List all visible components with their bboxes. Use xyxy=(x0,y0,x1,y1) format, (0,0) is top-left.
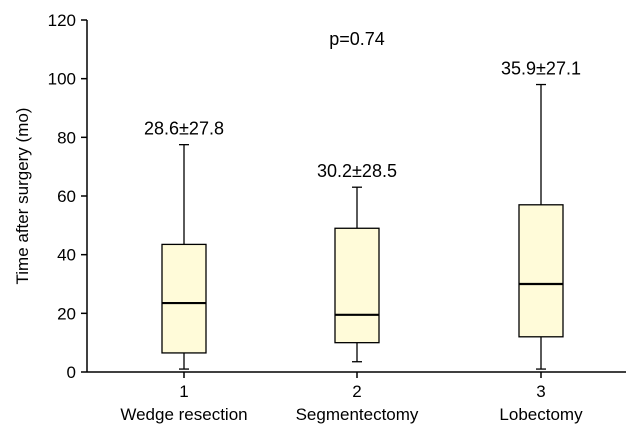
p-value-annotation: p=0.74 xyxy=(329,29,385,49)
x-tick-label: 3 xyxy=(536,382,545,401)
box-group: 30.2±28.5 xyxy=(317,161,397,363)
category-label: Wedge resection xyxy=(120,405,247,424)
x-ticks: 1 Wedge resection 2 Segmentectomy 3 Lobectomy xyxy=(120,372,583,424)
box-group: 28.6±27.8 xyxy=(144,119,224,370)
iqr-box xyxy=(518,204,564,338)
y-tick-label: 40 xyxy=(57,246,76,265)
x-tick-label: 1 xyxy=(179,382,188,401)
y-tick-label: 60 xyxy=(57,187,76,206)
category-label: Segmentectomy xyxy=(296,405,419,424)
mean-sd-label: 28.6±27.8 xyxy=(144,119,224,139)
iqr-box xyxy=(161,243,207,354)
iqr-box xyxy=(334,227,380,344)
y-tick-label: 120 xyxy=(48,11,76,30)
x-tick-label: 2 xyxy=(352,382,361,401)
y-axis-label: Time after surgery (mo) xyxy=(13,108,32,285)
y-tick-label: 20 xyxy=(57,304,76,323)
y-tick-label: 80 xyxy=(57,128,76,147)
category-label: Lobectomy xyxy=(499,405,583,424)
y-ticks: 0 20 40 60 80 100 120 xyxy=(48,11,87,382)
y-tick-label: 0 xyxy=(67,363,76,382)
boxes: 28.6±27.8 30.2±28.5 35.9±27.1 xyxy=(144,59,581,370)
y-tick-label: 100 xyxy=(48,70,76,89)
box-group: 35.9±27.1 xyxy=(501,59,581,370)
mean-sd-label: 35.9±27.1 xyxy=(501,59,581,79)
mean-sd-label: 30.2±28.5 xyxy=(317,161,397,181)
